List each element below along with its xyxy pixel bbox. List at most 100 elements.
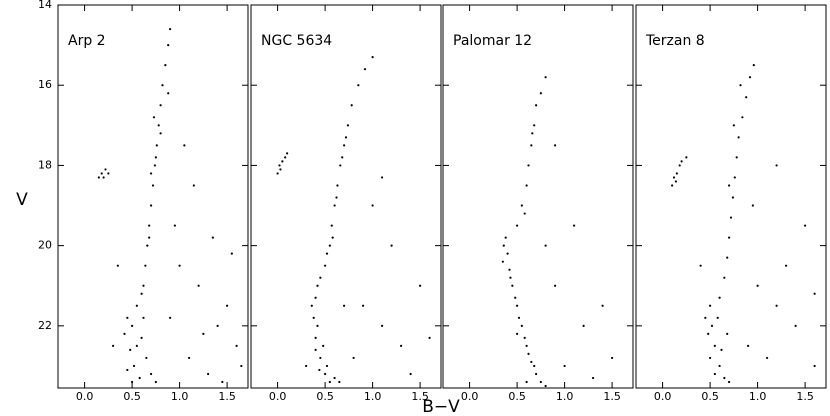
star-point [804,224,807,227]
star-point [97,176,100,179]
star-point [747,344,750,347]
star-point [161,84,164,87]
star-point [517,316,521,319]
y-tick-label: 18 [38,158,52,171]
star-point [508,268,511,271]
star-point [400,344,403,347]
star-point [539,92,542,95]
star-point [509,276,512,279]
star-point [346,124,349,127]
star-point [100,172,103,175]
star-point [775,304,778,307]
star-point [516,224,519,227]
star-point [211,236,214,239]
star-point [710,324,714,327]
star-point [766,356,769,360]
star-point [178,264,181,267]
star-point [535,104,538,107]
star-point [671,184,674,187]
star-point [544,244,547,247]
star-point [525,380,528,384]
star-point [324,264,327,267]
star-point [207,372,210,376]
star-point [150,372,153,376]
star-point [533,364,536,368]
star-point [150,172,153,175]
panel-frame [57,4,249,389]
star-point [164,64,167,67]
star-point [525,344,528,347]
panel-title: Palomar 12 [453,33,532,49]
star-point [140,292,143,295]
star-point [126,316,129,319]
star-point [322,344,325,347]
star-point [197,284,200,287]
star-point [530,360,533,364]
star-point [159,104,162,107]
star-point [152,116,156,119]
panel-frame [250,4,442,389]
star-point [363,68,367,71]
star-point [704,316,707,319]
x-tick-label: 1.5 [603,390,621,403]
star-point [716,316,719,319]
star-point [314,348,317,352]
star-point [699,264,702,267]
star-point [150,204,153,207]
y-axis-label: V [16,190,28,210]
star-point [116,264,119,267]
star-point [516,332,519,335]
star-point [305,364,308,368]
star-point [316,284,319,287]
star-point [140,336,143,339]
star-point [221,380,224,384]
star-point [328,244,331,247]
star-point [131,324,134,327]
star-point [343,304,346,307]
star-point [502,244,505,247]
star-point [748,76,752,79]
star-point [728,380,731,384]
x-tick-label: 1.0 [556,390,574,403]
star-point [362,304,365,307]
star-point [235,344,238,347]
star-point [148,224,151,227]
star-point [709,304,712,307]
star-point [745,96,748,99]
y-tick-label: 22 [38,319,52,332]
star-point [514,296,517,299]
x-tick-label: 1.0 [364,390,382,403]
star-point [276,172,279,175]
star-point [527,352,530,356]
star-point [107,172,110,175]
star-point [520,204,523,207]
x-axis-label: B−V [422,397,460,416]
star-point [328,380,331,384]
star-point [729,216,733,219]
star-point [672,176,676,179]
star-point [381,324,384,327]
star-point [142,284,145,287]
x-tick-label: 1.5 [411,390,429,403]
star-point [813,364,816,368]
star-point [319,356,322,360]
star-point [751,204,754,207]
star-point [350,104,353,107]
star-point [314,296,317,299]
star-point [335,196,338,199]
star-point [563,364,566,368]
star-point [281,160,284,163]
star-point [202,332,205,335]
star-point [333,204,336,207]
star-point [523,336,526,339]
panel-title: NGC 5634 [261,33,332,49]
star-point [325,252,329,255]
star-point [735,156,738,159]
star-point [409,372,412,376]
star-point [331,236,334,239]
star-point [680,160,683,163]
star-point [527,164,530,167]
star-point [554,284,557,287]
star-point [126,368,129,372]
